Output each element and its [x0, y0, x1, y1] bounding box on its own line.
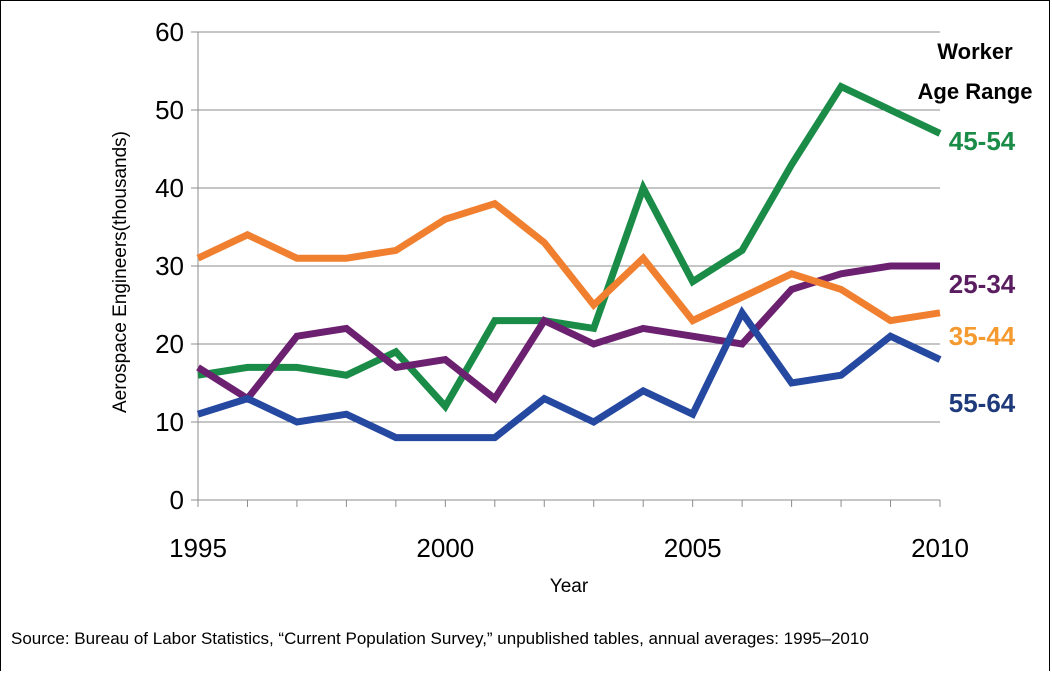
grid-lines [198, 31, 940, 423]
x-axis-title: Year [550, 576, 589, 597]
series-line-55-64 [196, 305, 942, 442]
labels: Worker Age Range 45-54 25-34 35-44 55-64 [918, 39, 1033, 418]
series-label-25-34: 25-34 [949, 269, 1016, 299]
y-tick-label: 20 [155, 329, 184, 359]
line-chart: 0 10 20 30 40 50 60 1995 2000 2005 2010 Year Aerospa… [110, 17, 1033, 597]
legend-title-line-2: Age Range [918, 79, 1033, 104]
y-axis-title: Aerospace Engineers(thousands) [110, 131, 131, 413]
source-note: Source: Bureau of Labor Statistics, “Cur… [11, 629, 869, 648]
x-tick-label: 1995 [169, 533, 227, 563]
x-tick-label: 2010 [911, 533, 969, 563]
axes: 0 10 20 30 40 50 60 1995 2000 2005 2010 Year Aerospa… [110, 17, 969, 597]
series-lines [196, 82, 942, 442]
y-tick-label: 60 [155, 17, 184, 47]
series-label-55-64: 55-64 [949, 388, 1016, 418]
series-line-35-44 [196, 199, 941, 325]
y-tick-label: 0 [170, 485, 184, 515]
x-tick-label: 2005 [664, 533, 722, 563]
x-tick-label: 2000 [416, 533, 474, 563]
series-label-45-54: 45-54 [949, 126, 1016, 156]
y-tick-label: 10 [155, 407, 184, 437]
y-tick-label: 40 [155, 173, 184, 203]
y-tick-label: 30 [155, 251, 184, 281]
legend-title-line-1: Worker [937, 39, 1013, 64]
series-label-35-44: 35-44 [949, 321, 1016, 351]
series-line-45-54 [197, 82, 942, 413]
y-tick-label: 50 [155, 95, 184, 125]
